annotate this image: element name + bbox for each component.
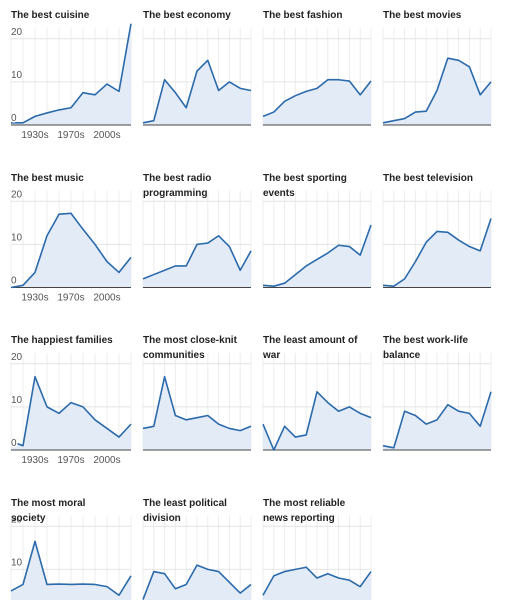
y-tick-label: 10 — [11, 557, 23, 568]
panel-title: The most close-knit communities — [143, 335, 237, 361]
line — [262, 566, 372, 596]
line — [11, 23, 132, 124]
y-tick-label: 10 — [11, 70, 23, 81]
x-tick-label: 1930s — [21, 455, 48, 466]
area — [143, 235, 251, 288]
area — [263, 567, 371, 600]
line — [262, 391, 372, 451]
line — [10, 375, 132, 447]
panel-title: The happiest families — [11, 335, 113, 346]
y-tick-label: 0 — [11, 438, 17, 449]
panel-title: The best cuisine — [11, 10, 90, 21]
y-tick-label: 20 — [11, 514, 23, 525]
line — [10, 212, 132, 289]
line — [142, 375, 252, 432]
area — [263, 391, 371, 450]
panel-title: The best work-life balance — [383, 335, 469, 361]
x-tick-label: 2000s — [93, 130, 120, 141]
x-tick-label: 1970s — [57, 293, 84, 304]
y-tick-label: 10 — [11, 395, 23, 406]
panel-title: The least amount of war — [263, 335, 358, 361]
panel-title: The least political division — [143, 497, 227, 524]
y-tick-label: 20 — [11, 352, 23, 363]
y-tick-label: 20 — [11, 189, 23, 200]
x-tick-label: 1970s — [57, 455, 84, 466]
panel-title: The most moral society — [11, 497, 86, 524]
panel-title: The best television — [383, 172, 474, 184]
x-tick-label: 1930s — [21, 130, 48, 141]
y-tick-label: 0 — [11, 113, 17, 124]
area — [11, 23, 131, 125]
x-tick-label: 1970s — [57, 130, 84, 141]
panel-title: The best sporting events — [263, 172, 347, 199]
y-tick-label: 10 — [11, 232, 23, 243]
line — [142, 59, 252, 124]
area — [11, 376, 131, 450]
line — [142, 234, 252, 280]
area — [143, 376, 251, 450]
y-tick-label: 0 — [11, 276, 17, 287]
line — [262, 78, 372, 118]
panel-title: The most reliable news reporting — [263, 497, 346, 524]
line — [382, 391, 492, 449]
x-tick-label: 2000s — [93, 293, 120, 304]
area — [383, 391, 491, 450]
line — [10, 540, 132, 597]
line — [382, 57, 492, 124]
area — [263, 224, 371, 288]
area — [11, 541, 131, 600]
x-tick-label: 1930s — [21, 293, 48, 304]
area — [11, 213, 131, 288]
area — [143, 565, 251, 600]
panel-title: The best radio programming — [143, 172, 212, 199]
area — [263, 79, 371, 125]
panel-title: The best movies — [383, 10, 462, 21]
area — [143, 60, 251, 126]
panel-title: The best fashion — [263, 10, 343, 21]
x-tick-label: 2000s — [93, 455, 120, 466]
y-tick-label: 20 — [11, 27, 23, 38]
panel-title: The best music — [11, 172, 84, 184]
line — [142, 564, 252, 600]
line — [382, 218, 492, 288]
panel-title: The best economy — [143, 10, 231, 21]
line — [262, 224, 372, 288]
